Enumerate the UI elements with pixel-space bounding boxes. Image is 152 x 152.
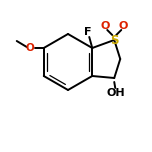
- Text: S: S: [110, 33, 119, 47]
- Text: F: F: [85, 27, 92, 37]
- Text: O: O: [25, 43, 34, 53]
- Text: OH: OH: [107, 88, 126, 98]
- Text: O: O: [101, 21, 110, 31]
- Text: O: O: [119, 21, 128, 31]
